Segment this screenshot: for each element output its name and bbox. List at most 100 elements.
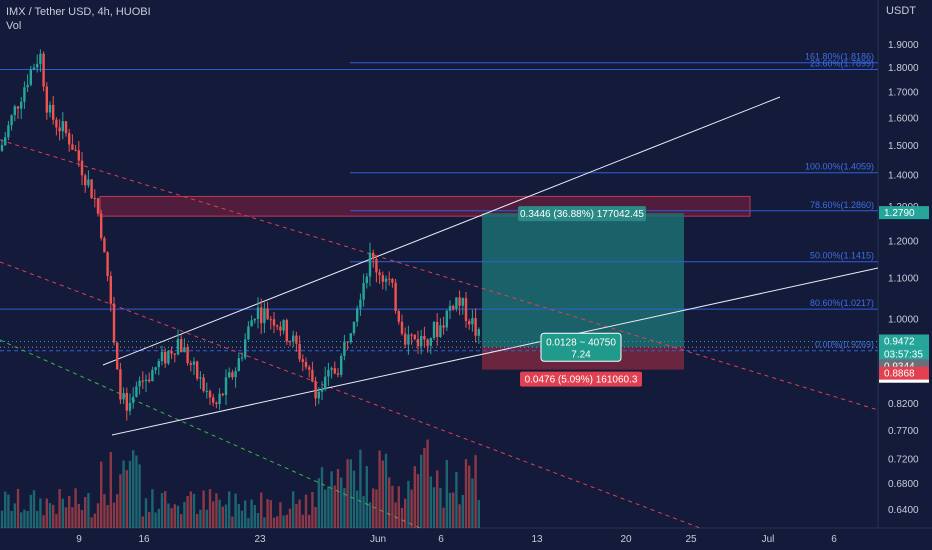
candle-body [173, 353, 176, 355]
target-label-text: 0.3446 (36.88%) 177042.45 [520, 209, 644, 220]
candle-body [394, 282, 397, 312]
price-badge-bg [879, 366, 929, 380]
volume-bar [42, 515, 45, 528]
candle-body [109, 276, 112, 304]
candle-body [7, 125, 10, 138]
candle-body [471, 318, 474, 325]
volume-bar [205, 509, 208, 528]
volume-bar [269, 500, 272, 528]
volume-bar [298, 499, 301, 528]
candle-body [16, 106, 20, 109]
fib-label: 50.00%(1.1415) [810, 251, 874, 261]
volume-bar [250, 499, 253, 528]
candle-body [384, 278, 388, 282]
candle-body [32, 67, 36, 70]
volume-bar [180, 514, 183, 528]
candle-body [154, 367, 157, 370]
candle-body [116, 342, 119, 370]
candle-body [199, 377, 202, 379]
candle-body [170, 350, 173, 354]
candle-body [304, 361, 308, 368]
x-tick-label: 9 [76, 534, 82, 545]
volume-bar [61, 498, 64, 528]
volume-bar [436, 470, 439, 528]
currency-label: USDT [886, 5, 916, 17]
volume-bar [375, 489, 378, 528]
candle-body [176, 339, 180, 355]
candle-body [375, 259, 378, 273]
candle-body [381, 275, 384, 282]
volume-bar [314, 506, 317, 528]
price-badge: 0.9472 [879, 334, 929, 348]
candle-body [295, 335, 298, 344]
volume-bar [96, 503, 100, 528]
candle-body [23, 87, 26, 102]
volume-bar [157, 508, 160, 528]
candle-body [404, 333, 407, 345]
candle-body [314, 381, 317, 399]
candle-body [215, 402, 218, 405]
candle-body [429, 338, 432, 346]
candle-body [234, 370, 237, 378]
candle-body [266, 308, 269, 320]
volume-bar [221, 506, 224, 528]
candle-body [13, 106, 16, 116]
volume-bar [196, 513, 199, 528]
y-tick-label: 1.4000 [888, 171, 919, 182]
volume-bar [80, 510, 84, 528]
y-tick-label: 0.6800 [888, 479, 919, 490]
volume-bar [212, 501, 215, 528]
volume-bar [336, 468, 340, 528]
volume-bar [7, 494, 10, 528]
candle-body [301, 359, 304, 362]
volume-bar [423, 447, 426, 528]
candle-body [29, 69, 32, 85]
candle-body [276, 325, 279, 327]
volume-bar [282, 515, 285, 528]
candle-body [20, 101, 23, 109]
candle-body [292, 335, 295, 342]
volume-bar [13, 503, 16, 528]
x-tick-label: 16 [138, 534, 150, 545]
trendline-upper [102, 96, 781, 366]
x-tick-label: 20 [620, 534, 632, 545]
candle-body [420, 336, 423, 347]
candle-body [4, 137, 7, 146]
candle-body [45, 86, 48, 113]
candle-body [231, 372, 234, 378]
volume-bar [176, 505, 180, 528]
candle-body [452, 305, 455, 309]
fib-label: 161.80%(1.8186) [805, 52, 874, 62]
volume-bar [132, 450, 135, 528]
stop-label-bg [520, 371, 642, 387]
volume-bar [10, 510, 13, 528]
candle-body [352, 321, 356, 334]
volume-bar [112, 502, 116, 528]
volume-bar [23, 509, 26, 528]
candle-body [93, 198, 96, 200]
y-tick-label: 1.1000 [888, 274, 919, 285]
volume-bar [452, 492, 455, 528]
candle-body [400, 321, 404, 334]
candle-body [464, 298, 468, 321]
candle-body [298, 343, 301, 360]
volume-bar [0, 510, 4, 528]
candle-body [208, 390, 212, 398]
volume-bar [320, 467, 324, 528]
volume-bar [170, 508, 173, 528]
volume-bar [468, 465, 471, 528]
dashed-red-line-upper [0, 139, 879, 411]
volume-bar [301, 514, 304, 528]
candle-body [96, 198, 100, 214]
volume-bar [426, 439, 429, 528]
candles [0, 49, 480, 421]
volume-bar [471, 478, 474, 528]
candle-body [55, 119, 58, 128]
volume-bar [144, 498, 148, 528]
volume-bar [116, 494, 119, 528]
volume-bar [58, 488, 61, 528]
volume-bar [263, 517, 266, 528]
volume-bar [138, 464, 141, 528]
fib-label: 80.60%(1.0217) [810, 298, 874, 308]
